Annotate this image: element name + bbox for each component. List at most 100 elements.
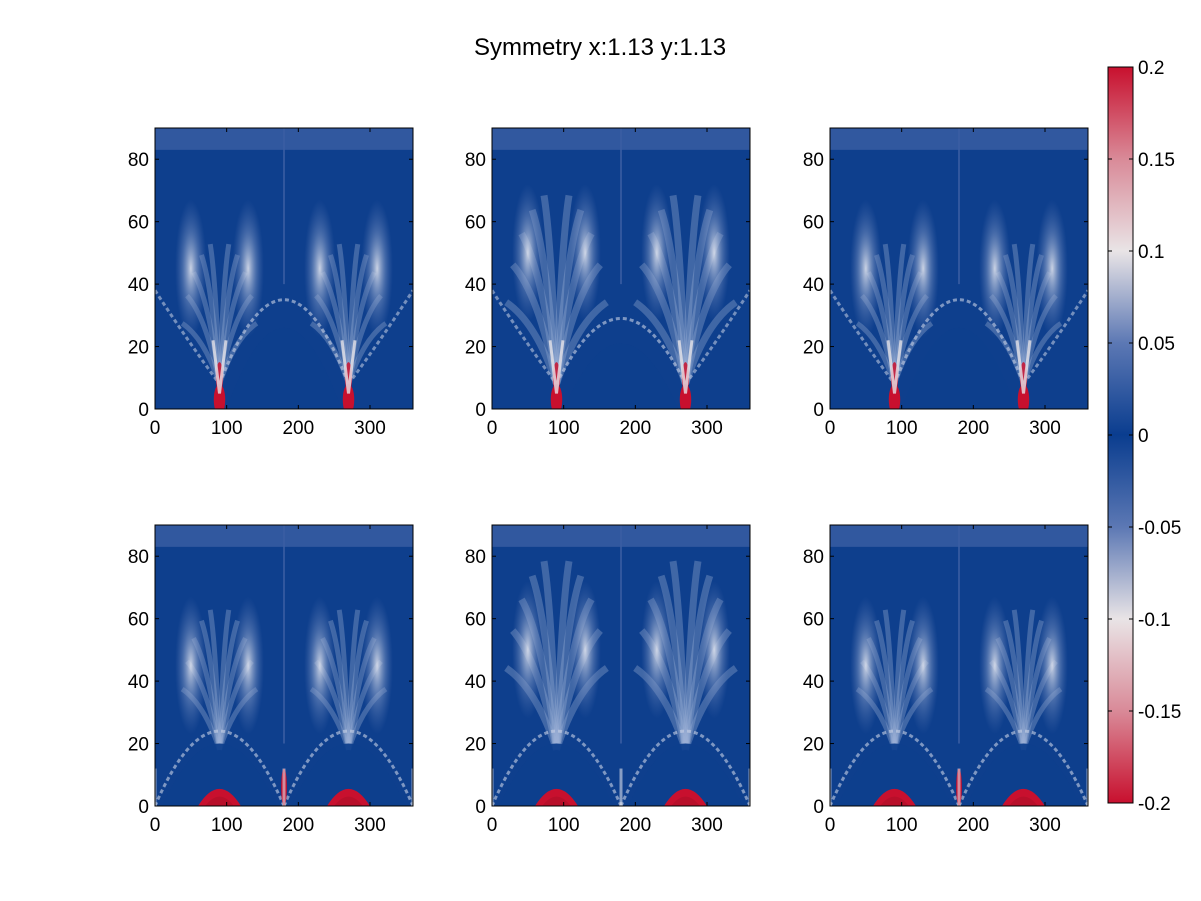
dome-edge	[957, 729, 1088, 806]
streak	[217, 609, 232, 750]
y-tick-label: 0	[138, 797, 149, 818]
colorbar-tick-label: 0.15	[1138, 150, 1175, 171]
heatmap-field	[492, 128, 750, 409]
streak	[346, 609, 361, 750]
x-tick-label: 0	[487, 815, 498, 836]
axes-frame	[829, 127, 1089, 410]
y-tick-label: 20	[465, 735, 486, 756]
heatmap-panel-bottom-right: 0 100 200 300 0 20 40 60 80	[803, 524, 1089, 836]
hot-spot	[888, 384, 901, 409]
streak	[553, 560, 573, 750]
colorbar-tick-label: 0.1	[1138, 242, 1164, 263]
y-tick-label: 40	[803, 672, 824, 693]
y-tick-label: 20	[803, 735, 824, 756]
colorbar-tick-label: 0	[1138, 426, 1149, 447]
red-bump-core	[671, 796, 700, 806]
arch-interior	[226, 327, 342, 409]
streak	[892, 243, 907, 385]
glow-blob	[304, 596, 336, 735]
dome-interior	[628, 743, 743, 806]
hot-spot	[342, 384, 355, 409]
colorbar-tick-label: -0.2	[1138, 794, 1171, 815]
dome-interior	[499, 743, 614, 806]
streak	[669, 560, 689, 750]
x-tick-label: 100	[211, 418, 243, 439]
glow-blob	[512, 581, 544, 719]
x-tick-label: 100	[548, 418, 580, 439]
streak	[207, 609, 222, 750]
x-tick-label: 100	[211, 815, 243, 836]
streak	[1021, 609, 1036, 750]
streak	[633, 299, 689, 386]
streak	[1021, 243, 1036, 385]
streak	[217, 243, 232, 385]
glow-blob	[304, 199, 336, 338]
y-tick-label: 60	[128, 213, 149, 234]
glow-blob	[232, 596, 264, 735]
x-tick-label: 300	[354, 815, 386, 836]
y-tick-label: 0	[813, 400, 824, 421]
colorbar-scale	[1107, 66, 1134, 804]
y-tick-label: 60	[803, 610, 824, 631]
x-tick-label: 0	[825, 418, 836, 439]
peak-highlight	[886, 340, 903, 394]
streak	[682, 560, 702, 750]
x-tick-label: 300	[354, 418, 386, 439]
x-tick-label: 300	[691, 815, 723, 836]
red-bump-core	[334, 796, 363, 806]
streak	[657, 574, 689, 751]
x-tick-label: 200	[957, 815, 989, 836]
x-tick-label: 0	[487, 418, 498, 439]
streak	[553, 194, 573, 385]
heatmap-field	[155, 525, 413, 806]
peak-highlight	[211, 340, 228, 394]
arch-interior	[901, 327, 1017, 409]
y-tick-label: 80	[465, 150, 486, 171]
streak	[553, 299, 609, 386]
glow-blob	[1036, 199, 1068, 338]
streak	[336, 243, 351, 385]
y-tick-label: 60	[803, 213, 824, 234]
glow-blob	[175, 596, 207, 735]
glow-blob	[850, 199, 882, 338]
heatmap-field	[492, 525, 750, 806]
axes-frame	[829, 524, 1089, 807]
y-tick-label: 0	[475, 400, 486, 421]
y-tick-label: 40	[128, 275, 149, 296]
colorbar-tick-label: -0.15	[1138, 702, 1181, 723]
glow-blob	[361, 596, 393, 735]
streak	[346, 243, 361, 385]
x-tick-label: 100	[548, 815, 580, 836]
streak	[882, 243, 897, 385]
heatmap-panel-top-right: 0 100 200 300 0 20 40 60 80	[803, 127, 1089, 439]
hot-spot	[213, 384, 226, 409]
x-tick-label: 200	[957, 418, 989, 439]
colorbar-tick-label: 0.2	[1138, 58, 1164, 79]
hot-spot	[679, 384, 692, 409]
colorbar-tick-label: 0.05	[1138, 334, 1175, 355]
heatmap-field	[830, 128, 1088, 409]
y-tick-label: 20	[128, 338, 149, 359]
heatmap-panel-bottom-left: 0 100 200 300 0 20 40 60 80	[128, 524, 414, 836]
streak	[528, 574, 560, 751]
glow-blob	[907, 199, 939, 338]
arch-edge	[684, 289, 750, 385]
glow-blob	[232, 199, 264, 338]
streak	[553, 574, 585, 751]
x-tick-label: 300	[1029, 815, 1061, 836]
arch-edge	[492, 289, 558, 385]
glow-blob	[175, 199, 207, 338]
y-tick-label: 80	[465, 547, 486, 568]
y-tick-label: 40	[803, 275, 824, 296]
hot-spot	[550, 384, 563, 409]
glow-blob	[569, 184, 601, 322]
glow-blob	[979, 596, 1011, 735]
arch-interior	[563, 343, 679, 409]
glow-blob	[979, 199, 1011, 338]
heatmap-field	[830, 525, 1088, 806]
axes-frame	[491, 127, 751, 410]
y-tick-label: 60	[465, 213, 486, 234]
streak	[682, 574, 714, 751]
arch-edge	[347, 289, 413, 385]
